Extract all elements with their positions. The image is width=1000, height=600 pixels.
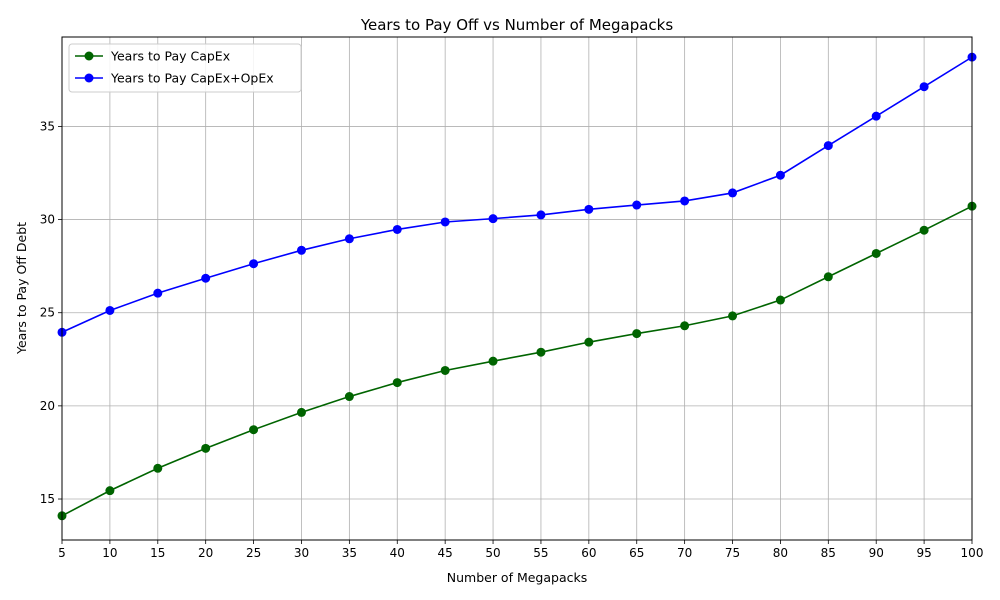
- x-tick-label: 15: [150, 546, 165, 560]
- y-axis-label: Years to Pay Off Debt: [14, 222, 29, 355]
- x-tick-label: 90: [869, 546, 884, 560]
- x-tick-label: 30: [294, 546, 309, 560]
- legend-label: Years to Pay CapEx+OpEx: [110, 71, 274, 86]
- data-point: [680, 321, 690, 331]
- plot-frame: [61, 36, 973, 541]
- data-point: [775, 295, 785, 305]
- x-tick-label: 95: [916, 546, 931, 560]
- y-tick-label: 30: [40, 213, 55, 227]
- data-point: [728, 188, 738, 198]
- x-tick-label: 25: [246, 546, 261, 560]
- data-point: [105, 305, 115, 315]
- data-point: [296, 407, 306, 417]
- data-point: [440, 365, 450, 375]
- data-point: [344, 234, 354, 244]
- x-tick-label: 20: [198, 546, 213, 560]
- x-tick-label: 100: [961, 546, 984, 560]
- y-tick-label: 20: [40, 399, 55, 413]
- data-point: [392, 378, 402, 388]
- x-tick-label: 45: [438, 546, 453, 560]
- x-tick-label: 35: [342, 546, 357, 560]
- data-point: [488, 356, 498, 366]
- x-axis-label: Number of Megapacks: [447, 570, 588, 585]
- data-point: [919, 82, 929, 92]
- data-point: [823, 272, 833, 282]
- data-point: [823, 141, 833, 151]
- data-point: [153, 288, 163, 298]
- data-point: [584, 337, 594, 347]
- x-tick-label: 75: [725, 546, 740, 560]
- legend-swatch-marker: [84, 51, 94, 61]
- ticks: 5 10 15 20 25 30 35 40 45 50 55 60 65 70 75 80 85 90 95 100…: [40, 119, 984, 560]
- series-1: [57, 201, 977, 521]
- y-tick-label: 35: [40, 119, 55, 133]
- data-point: [680, 196, 690, 206]
- data-point: [488, 214, 498, 224]
- data-point: [249, 425, 259, 435]
- x-tick-label: 85: [821, 546, 836, 560]
- series-line: [61, 205, 973, 517]
- data-point: [201, 443, 211, 453]
- series-line: [61, 56, 973, 334]
- data-point: [871, 248, 881, 258]
- data-point: [536, 210, 546, 220]
- legend-swatch-marker: [84, 73, 94, 83]
- data-point: [153, 463, 163, 473]
- x-tick-label: 80: [773, 546, 788, 560]
- legend-box: [68, 43, 302, 93]
- grid: [61, 37, 973, 540]
- x-tick-label: 70: [677, 546, 692, 560]
- y-tick-label: 15: [40, 492, 55, 506]
- data-point: [392, 224, 402, 234]
- x-tick-label: 60: [581, 546, 596, 560]
- data-point: [632, 329, 642, 339]
- data-point: [775, 170, 785, 180]
- x-tick-label: 10: [102, 546, 117, 560]
- legend: Years to Pay CapEx Years to Pay CapEx+OpE…: [68, 43, 302, 93]
- legend-label: Years to Pay CapEx: [110, 49, 230, 64]
- data-point: [728, 311, 738, 321]
- data-point: [105, 486, 115, 496]
- series-2: [57, 52, 977, 337]
- series-layer: [57, 52, 977, 521]
- y-tick-label: 25: [40, 306, 55, 320]
- x-tick-label: 50: [485, 546, 500, 560]
- x-tick-label: 40: [390, 546, 405, 560]
- data-point: [344, 392, 354, 402]
- data-point: [919, 225, 929, 235]
- chart-title: Years to Pay Off vs Number of Megapacks: [360, 16, 674, 34]
- x-tick-label: 5: [58, 546, 66, 560]
- x-tick-label: 55: [533, 546, 548, 560]
- x-tick-label: 65: [629, 546, 644, 560]
- data-point: [201, 273, 211, 283]
- data-point: [249, 259, 259, 269]
- data-point: [632, 200, 642, 210]
- data-point: [584, 204, 594, 214]
- data-point: [871, 111, 881, 121]
- data-point: [536, 347, 546, 357]
- data-point: [440, 217, 450, 227]
- data-point: [296, 245, 306, 255]
